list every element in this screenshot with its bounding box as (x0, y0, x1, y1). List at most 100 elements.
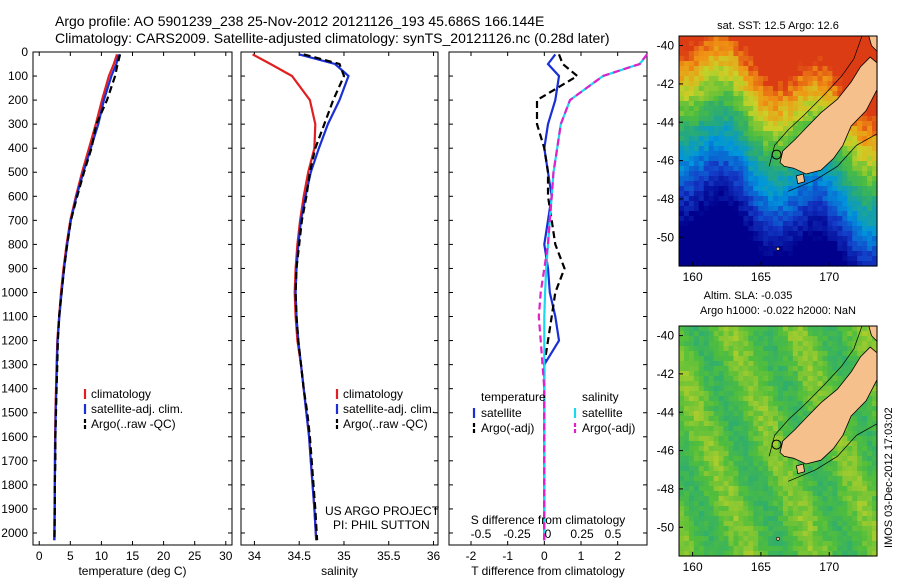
map-cell (837, 536, 843, 542)
map-cell (773, 506, 779, 512)
map-cell (713, 386, 720, 392)
map-cell (763, 251, 769, 257)
map-cell (713, 421, 720, 427)
map-cell (753, 426, 759, 432)
map-cell (718, 221, 725, 227)
map-cell (787, 481, 794, 487)
map-cell (852, 421, 858, 427)
map-cell (802, 491, 809, 497)
map-cell (872, 406, 878, 412)
map-cell (817, 176, 824, 182)
legend-label: satellite (481, 406, 522, 420)
map-cell (827, 51, 834, 57)
map-cell (698, 251, 705, 257)
map-cell (802, 331, 809, 337)
map-cell (847, 356, 853, 362)
map-cell (822, 361, 829, 367)
map-cell (847, 136, 853, 142)
map-cell (797, 391, 804, 397)
map-cell (688, 151, 695, 157)
map-cell (787, 206, 794, 212)
map-cell (688, 216, 695, 222)
map-cell (847, 341, 853, 347)
map-cell (842, 536, 848, 542)
map-cell (743, 91, 749, 97)
map-cell (718, 131, 725, 137)
map-cell (812, 216, 819, 222)
map-cell (708, 226, 715, 232)
map-cell (723, 251, 730, 257)
y-tick-label: 1100 (2, 310, 28, 324)
map-cell (827, 526, 834, 532)
map-cell (753, 51, 759, 57)
map-cell (782, 531, 789, 537)
map-cell (867, 466, 873, 472)
map-cell (733, 436, 739, 442)
map-cell (837, 36, 843, 42)
map-cell (872, 521, 878, 527)
map-cell (683, 151, 690, 157)
map-cell (713, 226, 720, 232)
map-cell (713, 341, 720, 347)
map-cell (862, 211, 868, 217)
map-cell (837, 256, 843, 262)
map-cell (753, 496, 759, 502)
map-cell (693, 201, 700, 207)
map-cell (683, 496, 690, 502)
map-cell (758, 196, 764, 202)
map-cell (688, 171, 695, 177)
map-cell (852, 176, 858, 182)
map-cell (787, 476, 794, 482)
map-cell (842, 466, 848, 472)
map-cell (728, 361, 735, 367)
map-cell (679, 521, 685, 527)
map-cell (782, 361, 789, 367)
map-cell (807, 326, 814, 332)
map-cell (753, 151, 759, 157)
map-cell (817, 516, 824, 522)
map-cell (768, 476, 774, 482)
map-cell (872, 176, 878, 182)
map-cell (822, 181, 829, 187)
map-cell (867, 191, 873, 197)
map-cell (768, 506, 774, 512)
map-cell (857, 496, 863, 502)
map-cell (688, 71, 695, 77)
map-cell (713, 151, 720, 157)
map-cell (713, 41, 720, 47)
map-cell (792, 66, 799, 72)
map-cell (797, 196, 804, 202)
map-cell (782, 226, 789, 232)
map-cell (812, 221, 819, 227)
map-cell (703, 486, 710, 492)
map-cell (718, 156, 725, 162)
map-cell (708, 451, 715, 457)
map-cell (792, 341, 799, 347)
map-cell (693, 406, 700, 412)
map-cell (743, 476, 749, 482)
map-cell (758, 211, 764, 217)
map-cell (807, 176, 814, 182)
map-cell (708, 76, 715, 82)
map-cell (787, 186, 794, 192)
map-cell (867, 246, 873, 252)
map-cell (812, 481, 819, 487)
map-cell (778, 461, 784, 467)
map-cell (812, 361, 819, 367)
map-cell (787, 331, 794, 337)
map-cell (817, 171, 824, 177)
map-cell (822, 366, 829, 372)
map-cell (852, 236, 858, 242)
map-cell (792, 191, 799, 197)
map-cell (743, 76, 749, 82)
map-cell (733, 221, 739, 227)
map-cell (867, 516, 873, 522)
map-cell (778, 356, 784, 362)
map-cell (679, 466, 685, 472)
map-cell (743, 251, 749, 257)
map-cell (852, 126, 858, 132)
map-cell (862, 406, 868, 412)
map-cell (683, 501, 690, 507)
map-cell (792, 131, 799, 137)
map-cell (832, 516, 838, 522)
